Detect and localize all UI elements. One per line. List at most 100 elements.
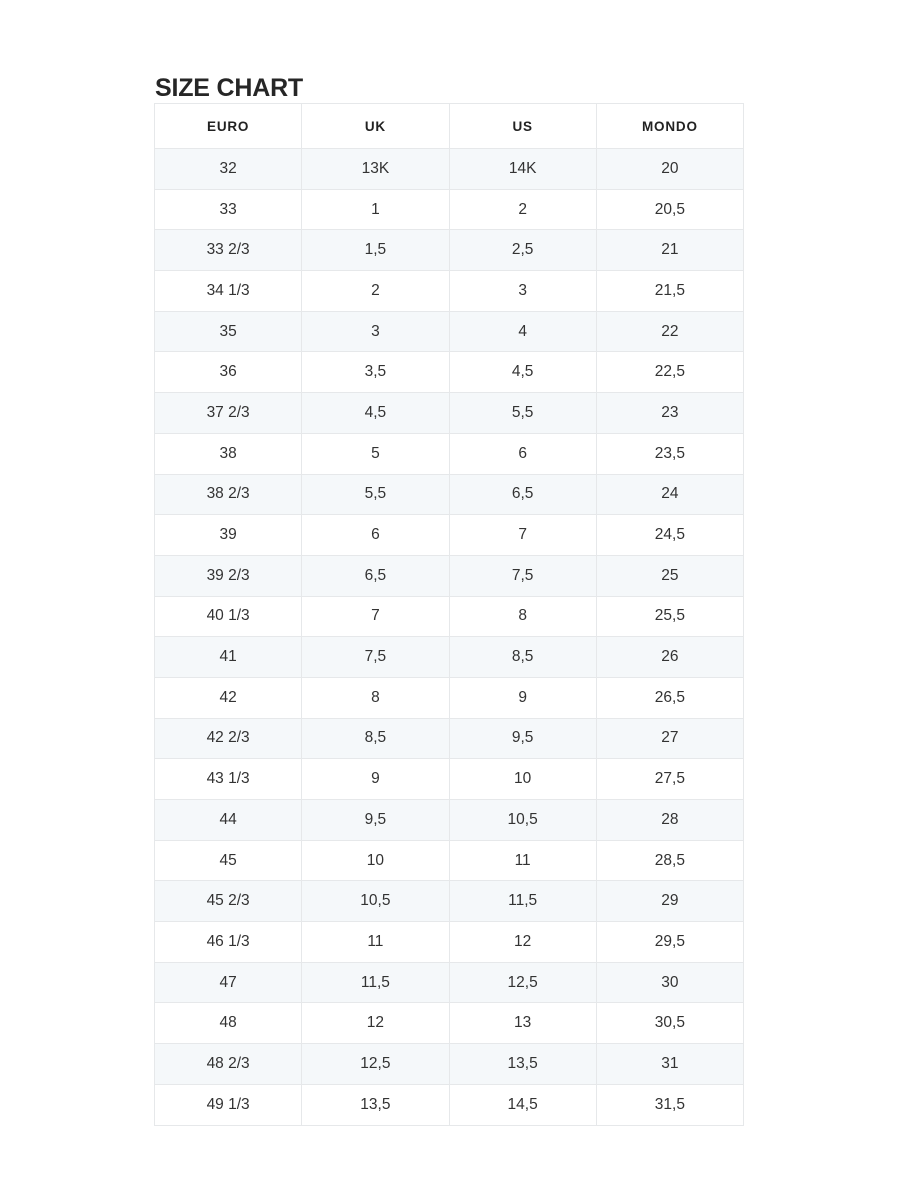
- cell-euro: 39 2/3: [153, 554, 303, 597]
- cell-uk: 3: [301, 310, 450, 353]
- cell-uk: 3,5: [301, 351, 450, 394]
- cell-euro: 35: [153, 310, 303, 353]
- cell-uk: 6: [301, 514, 450, 556]
- cell-uk: 2: [301, 270, 450, 312]
- cell-mondo: 29: [595, 880, 745, 923]
- cell-mondo: 22: [595, 310, 745, 353]
- table-row: 45 2/3 10,5 11,5 29: [153, 880, 745, 923]
- cell-euro: 45 2/3: [153, 880, 303, 923]
- cell-mondo: 26: [595, 636, 745, 678]
- cell-uk: 1,5: [301, 229, 450, 272]
- table-row: 40 1/3 7 8 25,5: [153, 595, 745, 638]
- cell-us: 5,5: [448, 392, 597, 434]
- cell-mondo: 25,5: [595, 595, 745, 638]
- cell-euro: 41: [153, 636, 303, 678]
- cell-euro: 40 1/3: [153, 595, 303, 638]
- cell-uk: 8,5: [301, 717, 450, 760]
- cell-euro: 33 2/3: [153, 229, 303, 272]
- cell-us: 12,5: [448, 961, 597, 1004]
- cell-euro: 38: [153, 432, 303, 475]
- cell-euro: 48: [153, 1002, 303, 1045]
- cell-mondo: 24,5: [595, 514, 745, 556]
- cell-us: 14,5: [448, 1083, 597, 1126]
- table-row: 49 1/3 13,5 14,5 31,5: [153, 1083, 745, 1126]
- cell-mondo: 29,5: [595, 921, 745, 963]
- cell-euro: 36: [153, 351, 303, 394]
- table-row: 35 3 4 22: [153, 310, 745, 353]
- table-row: 33 1 2 20,5: [153, 188, 745, 231]
- cell-uk: 10: [301, 839, 450, 882]
- cell-uk: 5,5: [301, 473, 450, 516]
- cell-us: 6: [448, 432, 597, 475]
- cell-uk: 12,5: [301, 1043, 450, 1085]
- cell-uk: 10,5: [301, 880, 450, 923]
- cell-euro: 45: [153, 839, 303, 882]
- cell-mondo: 21: [595, 229, 745, 272]
- cell-us: 7: [448, 514, 597, 556]
- cell-mondo: 23: [595, 392, 745, 434]
- cell-mondo: 20: [595, 148, 745, 190]
- cell-uk: 13K: [301, 148, 450, 190]
- cell-uk: 12: [301, 1002, 450, 1045]
- cell-us: 9: [448, 676, 597, 719]
- cell-uk: 7: [301, 595, 450, 638]
- cell-us: 13: [448, 1002, 597, 1045]
- cell-euro: 43 1/3: [153, 758, 303, 800]
- table-row: 37 2/3 4,5 5,5 23: [153, 392, 745, 434]
- table-row: 48 2/3 12,5 13,5 31: [153, 1043, 745, 1085]
- cell-euro: 33: [153, 188, 303, 231]
- cell-euro: 49 1/3: [153, 1083, 303, 1126]
- cell-us: 10: [448, 758, 597, 800]
- cell-mondo: 31,5: [595, 1083, 745, 1126]
- cell-euro: 32: [153, 148, 303, 190]
- cell-us: 2: [448, 188, 597, 231]
- cell-mondo: 26,5: [595, 676, 745, 719]
- cell-uk: 1: [301, 188, 450, 231]
- table-row: 41 7,5 8,5 26: [153, 636, 745, 678]
- size-chart-body: 32 13K 14K 20 33 1 2 20,5 33 2/3 1,5 2,5 21 34 1/3 2 3…: [153, 148, 745, 1126]
- cell-us: 8: [448, 595, 597, 638]
- cell-euro: 42: [153, 676, 303, 719]
- cell-euro: 42 2/3: [153, 717, 303, 760]
- cell-mondo: 31: [595, 1043, 745, 1085]
- cell-mondo: 20,5: [595, 188, 745, 231]
- cell-mondo: 28: [595, 799, 745, 841]
- cell-uk: 4,5: [301, 392, 450, 434]
- cell-uk: 13,5: [301, 1083, 450, 1126]
- cell-us: 8,5: [448, 636, 597, 678]
- table-row: 32 13K 14K 20: [153, 148, 745, 190]
- column-header-euro: EURO: [153, 103, 303, 149]
- cell-uk: 9: [301, 758, 450, 800]
- page-title: SIZE CHART: [155, 74, 304, 102]
- cell-uk: 11,5: [301, 961, 450, 1004]
- table-row: 38 5 6 23,5: [153, 432, 745, 475]
- table-row: 33 2/3 1,5 2,5 21: [153, 229, 745, 272]
- cell-us: 11: [448, 839, 597, 882]
- cell-us: 11,5: [448, 880, 597, 923]
- table-row: 36 3,5 4,5 22,5: [153, 351, 745, 394]
- table-row: 42 2/3 8,5 9,5 27: [153, 717, 745, 760]
- cell-uk: 6,5: [301, 554, 450, 597]
- cell-mondo: 30: [595, 961, 745, 1004]
- cell-uk: 7,5: [301, 636, 450, 678]
- column-header-us: US: [448, 103, 597, 149]
- cell-uk: 5: [301, 432, 450, 475]
- column-header-uk: UK: [301, 103, 450, 149]
- header-row: EURO UK US MONDO: [153, 103, 745, 149]
- cell-mondo: 30,5: [595, 1002, 745, 1045]
- cell-euro: 34 1/3: [153, 270, 303, 312]
- cell-us: 2,5: [448, 229, 597, 272]
- table-row: 42 8 9 26,5: [153, 676, 745, 719]
- table-row: 39 6 7 24,5: [153, 514, 745, 556]
- cell-mondo: 21,5: [595, 270, 745, 312]
- cell-us: 14K: [448, 148, 597, 190]
- table-row: 47 11,5 12,5 30: [153, 961, 745, 1004]
- table-row: 46 1/3 11 12 29,5: [153, 921, 745, 963]
- table-row: 44 9,5 10,5 28: [153, 799, 745, 841]
- cell-euro: 48 2/3: [153, 1043, 303, 1085]
- cell-us: 9,5: [448, 717, 597, 760]
- cell-euro: 37 2/3: [153, 392, 303, 434]
- cell-uk: 9,5: [301, 799, 450, 841]
- cell-euro: 46 1/3: [153, 921, 303, 963]
